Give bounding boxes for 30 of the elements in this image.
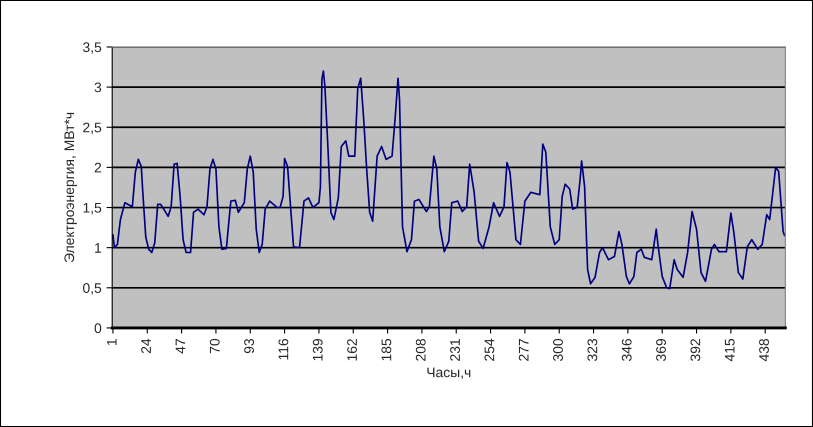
x-tick-label: 392 [690,339,700,361]
x-tick-label: 231 [450,339,460,361]
x-tick-label: 346 [622,338,632,361]
y-axis-title: Электроэнергия, МВт*ч [64,112,77,262]
x-tick-label: 415 [724,338,735,362]
x-tick-label: 1 [106,339,117,346]
x-tick-label: 438 [759,338,769,362]
y-tick-label: 3 [94,82,102,92]
y-tick-label: 0 [94,323,102,334]
x-tick-label: 162 [347,339,357,360]
x-tick-label: 24 [141,338,151,354]
y-tick-label: 2,5 [83,122,102,134]
y-tick-label: 3,5 [83,42,102,54]
x-tick-label: 369 [656,339,666,361]
x-tick-label: 208 [416,338,426,361]
x-tick-label: 254 [484,338,494,361]
x-tick-label: 300 [553,338,563,361]
x-tick-label: 323 [587,338,598,361]
x-tick-label: 70 [210,338,220,354]
y-tick-label: 2 [94,162,102,172]
x-tick-label: 93 [244,338,254,354]
x-tick-label: 185 [381,338,392,360]
x-axis-title: Часы,ч [427,368,470,379]
x-tick-label: 116 [278,338,288,360]
x-tick-label: 277 [518,339,528,361]
y-tick-label: 1 [95,243,102,253]
y-tick-label: 1,5 [84,203,102,214]
x-tick-label: 139 [312,339,323,360]
y-tick-label: 0,5 [83,283,102,295]
x-tick-label: 47 [176,339,186,354]
